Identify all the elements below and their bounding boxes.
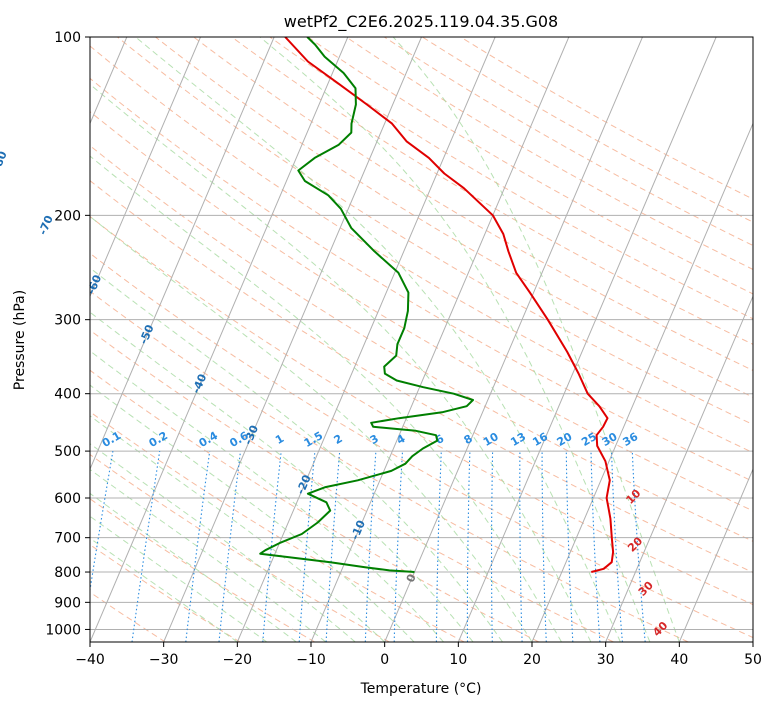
isotherm-line [605,295,753,642]
temperature-line [284,37,615,573]
isotherm-label: -80 [0,149,10,173]
y-tick-label: 400 [54,387,81,403]
y-tick-label: 100 [54,30,81,46]
x-tick-label: 50 [744,652,762,668]
dry-adiabat [90,329,614,642]
y-tick-label: 300 [54,313,81,329]
dry-adiabat [269,37,753,320]
isotherm-line [90,37,349,642]
y-tick-label: 500 [54,444,81,460]
y-tick-label: 200 [54,208,81,224]
dry-adiabat [90,215,753,606]
x-tick-label: 10 [449,652,467,668]
isotherm-line [752,640,753,642]
isotherm-line [310,37,570,642]
dry-adiabat [155,37,753,398]
x-axis: −40 −30 −20 −10 0 10 20 30 40 50 [75,642,762,668]
isotherm-line [90,37,201,298]
dry-adiabat [117,37,753,426]
isotherm-line [90,37,275,471]
dry-adiabat [307,37,753,295]
isotherm-line [531,122,753,642]
isotherm-label: -70 [36,213,56,237]
isotherm-line [163,37,422,642]
x-tick-label: 20 [523,652,541,668]
x-tick-label: 40 [670,652,688,668]
x-tick-label: 0 [380,652,389,668]
isotherm-line [678,467,753,642]
y-tick-label: 800 [54,565,81,581]
isotherm-line [236,37,496,642]
dry-adiabat [90,252,753,639]
sounding-lines [259,37,615,573]
x-tick-label: −40 [75,652,105,668]
moist-adiabat [90,215,533,642]
mixing-ratio-line [185,451,211,642]
x-tick-label: −20 [223,652,253,668]
plot-background [90,37,753,642]
moist-adiabat [90,311,474,642]
mixing-ratio-line [90,451,114,594]
moist-adiabat [135,37,621,642]
x-tick-label: −10 [296,652,326,668]
moist-adiabat [90,468,327,642]
x-tick-label: −30 [149,652,179,668]
y-tick-label: 600 [54,491,81,507]
mixing-ratio-labels: 0.1 0.2 0.4 0.6 1 1.5 2 3 4 6 8 10 13 16 20 25 30 36 [100,429,641,450]
moist-adiabat [259,37,651,642]
moist-adiabat [90,515,268,642]
plot-frame [89,36,754,643]
background-lines [90,37,753,642]
moist-adiabat [90,384,415,642]
moist-adiabat [90,155,562,642]
moist-adiabat [392,37,680,642]
isotherm-line [384,37,643,642]
dry-adiabat [193,37,753,371]
chart-title: wetPf2_C2E6.2025.119.04.35.G08 [284,12,558,32]
dewpoint-line [259,37,474,573]
mixing-ratio-line [131,451,161,642]
y-tick-label: 900 [54,595,81,611]
y-axis: 100 200 300 400 500 600 700 800 900 1000 [45,30,90,638]
x-tick-label: 30 [597,652,615,668]
y-tick-label: 700 [54,531,81,547]
x-axis-title: Temperature (°C) [360,681,482,697]
y-tick-label: 1000 [45,622,81,638]
dry-adiabat [90,290,689,642]
y-axis-title: Pressure (hPa) [12,290,28,390]
moist-adiabat [90,443,356,642]
dry-adiabat [90,369,540,642]
dry-adiabat [90,498,315,642]
moist-adiabat [90,267,503,642]
isotherm-line [457,37,717,642]
mixing-ratio-line [218,451,242,642]
